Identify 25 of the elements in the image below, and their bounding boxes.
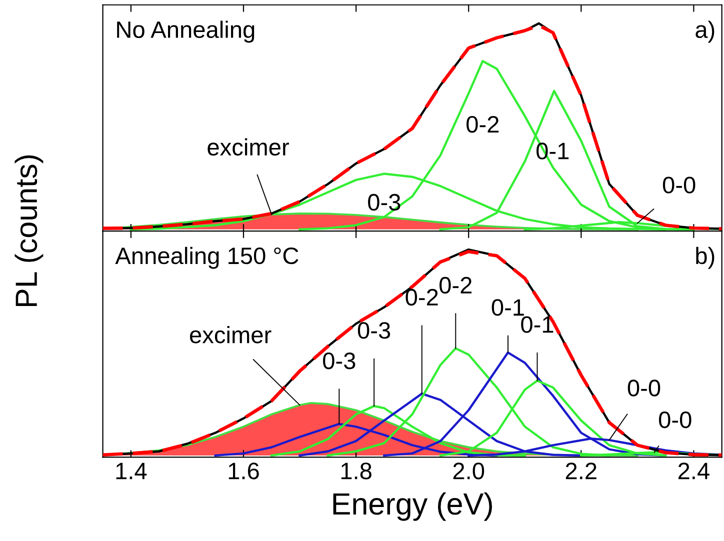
annotation: 0-2 bbox=[440, 276, 472, 294]
annotation: 0-0 bbox=[658, 411, 692, 428]
annotation: 0-1 bbox=[521, 316, 554, 333]
annotation: 0-2 bbox=[466, 116, 499, 133]
annotation: excimer bbox=[208, 138, 289, 156]
annotation: 0-3 bbox=[358, 322, 390, 339]
x-tick-label: 1.8 bbox=[341, 462, 372, 480]
annotation: 0-2 bbox=[406, 288, 438, 306]
x-tick-label: 2.0 bbox=[453, 462, 484, 480]
annotation: 0-3 bbox=[323, 352, 356, 370]
x-tick-label: 1.6 bbox=[228, 462, 259, 480]
y-axis-title: PL (counts) bbox=[14, 155, 44, 306]
annotation: b) bbox=[696, 246, 714, 269]
x-tick-label: 2.2 bbox=[566, 462, 596, 480]
annotation: a) bbox=[696, 20, 714, 43]
annotation: 0-0 bbox=[662, 176, 696, 194]
x-tick-label: 1.4 bbox=[116, 462, 147, 480]
x-tick-label: 2.4 bbox=[678, 462, 710, 480]
annotation: 0-3 bbox=[368, 194, 400, 211]
annotation: 0-1 bbox=[492, 299, 524, 316]
chart-title: No Annealing bbox=[117, 20, 254, 43]
x-axis-title: Energy (eV) bbox=[333, 492, 492, 521]
chart-title: Annealing 150 °C bbox=[115, 246, 298, 269]
annotation: 0-0 bbox=[628, 380, 660, 396]
annotation: excimer bbox=[190, 326, 272, 344]
